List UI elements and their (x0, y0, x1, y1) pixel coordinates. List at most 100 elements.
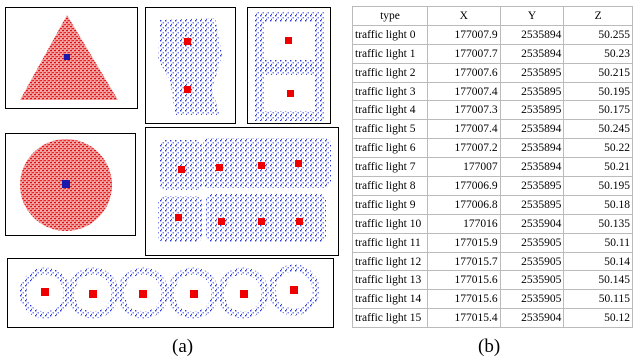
table-cell: 177007.7 (427, 44, 500, 63)
table-cell: 177015.4 (427, 309, 500, 328)
table-cell: 177015.7 (427, 252, 500, 271)
table-cell: traffic light 4 (353, 101, 428, 120)
table-cell: 177007.4 (427, 120, 500, 139)
table-cell: 2535895 (500, 63, 564, 82)
column-header: Y (500, 7, 564, 26)
center-marker (287, 90, 294, 97)
ring-clouds (23, 268, 316, 315)
table-cell: 177007.3 (427, 101, 500, 120)
table-cell: 177007.9 (427, 25, 500, 44)
table-cell: 2535894 (500, 139, 564, 158)
table-row: traffic light 7177007253589450.21 (353, 158, 633, 177)
table-cell: traffic light 8 (353, 177, 428, 196)
table-cell: 50.18 (564, 195, 633, 214)
caption: (b) (478, 336, 500, 358)
table-cell: 2535894 (500, 120, 564, 139)
table-cell: 2535905 (500, 233, 564, 252)
table-cell: 50.245 (564, 120, 633, 139)
center-marker (184, 38, 191, 45)
table-cell: traffic light 13 (353, 271, 428, 290)
table-cell: 177006.9 (427, 177, 500, 196)
table-row: traffic light 4177007.3253589550.175 (353, 101, 633, 120)
table-cell: 50.23 (564, 44, 633, 63)
table-cell: 50.115 (564, 290, 633, 309)
table-cell: 50.11 (564, 233, 633, 252)
table-cell: traffic light 9 (353, 195, 428, 214)
table-row: traffic light 14177015.6253590550.115 (353, 290, 633, 309)
table-cell: 50.135 (564, 214, 633, 233)
table-cell: traffic light 7 (353, 158, 428, 177)
table-cell: 50.21 (564, 158, 633, 177)
page: {"figure": {"caption_a": "(a)", "caption… (0, 0, 633, 363)
table-cell: 2535895 (500, 177, 564, 196)
table-cell: 177006.8 (427, 195, 500, 214)
table-cell: traffic light 3 (353, 82, 428, 101)
table-cell: 2535894 (500, 44, 564, 63)
table-cell: traffic light 14 (353, 290, 428, 309)
point-cloud-panels (0, 0, 348, 335)
table-cell: 50.175 (564, 101, 633, 120)
table-cell: 177007 (427, 158, 500, 177)
center-marker (285, 37, 292, 44)
table-cell: 2535895 (500, 82, 564, 101)
center-marker (184, 86, 191, 93)
table-cell: 50.255 (564, 25, 633, 44)
table-cell: 2535895 (500, 195, 564, 214)
table-cell: 50.145 (564, 271, 633, 290)
column-header: X (427, 7, 500, 26)
table-cell: 2535905 (500, 290, 564, 309)
center-marker (64, 54, 70, 60)
table-cell: traffic light 6 (353, 139, 428, 158)
table-cell: 177015.6 (427, 290, 500, 309)
table-cell: 2535904 (500, 214, 564, 233)
table-cell: 2535895 (500, 101, 564, 120)
caption: (a) (172, 336, 193, 358)
table-cell: 2535904 (500, 309, 564, 328)
table-cell: traffic light 15 (353, 309, 428, 328)
column-header: type (353, 7, 428, 26)
table-cell: traffic light 10 (353, 214, 428, 233)
table-cell: traffic light 1 (353, 44, 428, 63)
table-cell: 177015.9 (427, 233, 500, 252)
table-cell: 50.14 (564, 252, 633, 271)
grid-cloud (158, 138, 331, 242)
table-cell: 50.12 (564, 309, 633, 328)
table-cell: traffic light 5 (353, 120, 428, 139)
table-cell: 2535894 (500, 158, 564, 177)
table-cell: 177016 (427, 214, 500, 233)
table-cell: traffic light 12 (353, 252, 428, 271)
table-cell: 50.22 (564, 139, 633, 158)
table-cell: traffic light 2 (353, 63, 428, 82)
table-cell: 50.195 (564, 82, 633, 101)
table-cell: 50.215 (564, 63, 633, 82)
table-cell: 177015.6 (427, 271, 500, 290)
table-cell: 2535905 (500, 252, 564, 271)
table-cell: 2535905 (500, 271, 564, 290)
table-cell: traffic light 0 (353, 25, 428, 44)
table-cell: 2535894 (500, 25, 564, 44)
table-cell: 177007.2 (427, 139, 500, 158)
table-cell: 177007.6 (427, 63, 500, 82)
center-marker (62, 180, 70, 188)
blob-cloud (158, 18, 222, 115)
table-cell: 50.195 (564, 177, 633, 196)
table-cell: 177007.4 (427, 82, 500, 101)
table-cell: traffic light 11 (353, 233, 428, 252)
column-header: Z (564, 7, 633, 26)
